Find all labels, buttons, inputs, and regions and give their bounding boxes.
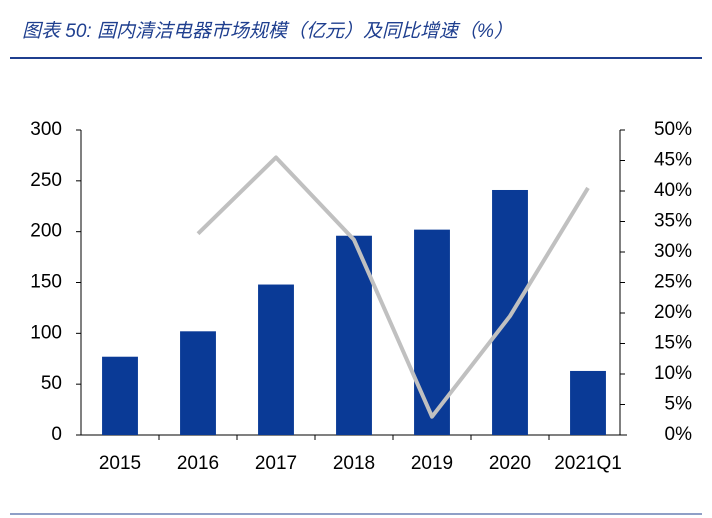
y2-tick-label: 45% xyxy=(654,150,692,171)
y2-tick-label: 0% xyxy=(665,424,693,445)
y-tick-label: 100 xyxy=(30,322,62,343)
bar xyxy=(258,284,294,435)
chart-title: 图表 50: 国内清洁电器市场规模（亿元）及同比增速（%） xyxy=(22,20,513,42)
x-tick-label: 2015 xyxy=(99,453,141,474)
y2-tick-label: 30% xyxy=(654,241,692,262)
y-tick-label: 250 xyxy=(30,170,62,191)
y-tick-label: 50 xyxy=(41,373,62,394)
y2-tick-label: 40% xyxy=(654,180,692,201)
y2-tick-label: 25% xyxy=(654,272,692,293)
y-tick-label: 200 xyxy=(30,221,62,242)
x-tick-label: 2018 xyxy=(333,453,375,474)
bar xyxy=(570,370,606,435)
x-tick-label: 2019 xyxy=(411,453,453,474)
bar xyxy=(180,331,216,435)
y2-tick-label: 15% xyxy=(654,333,692,354)
y2-tick-label: 20% xyxy=(654,302,692,323)
x-tick-label: 2016 xyxy=(177,453,219,474)
line xyxy=(196,155,590,419)
y2-tick-label: 50% xyxy=(654,119,692,140)
x-tick-label: 2021Q1 xyxy=(554,453,622,474)
y-tick-label: 300 xyxy=(30,119,62,140)
x-tick-label: 2017 xyxy=(255,453,297,474)
y2-tick-label: 35% xyxy=(654,211,692,232)
y2-tick-label: 5% xyxy=(665,394,693,415)
bar xyxy=(414,229,450,435)
y-tick-label: 0 xyxy=(51,424,62,445)
x-tick-label: 2020 xyxy=(489,453,531,474)
y2-tick-label: 10% xyxy=(654,363,692,384)
y-tick-label: 150 xyxy=(30,272,62,293)
bar xyxy=(102,356,138,435)
